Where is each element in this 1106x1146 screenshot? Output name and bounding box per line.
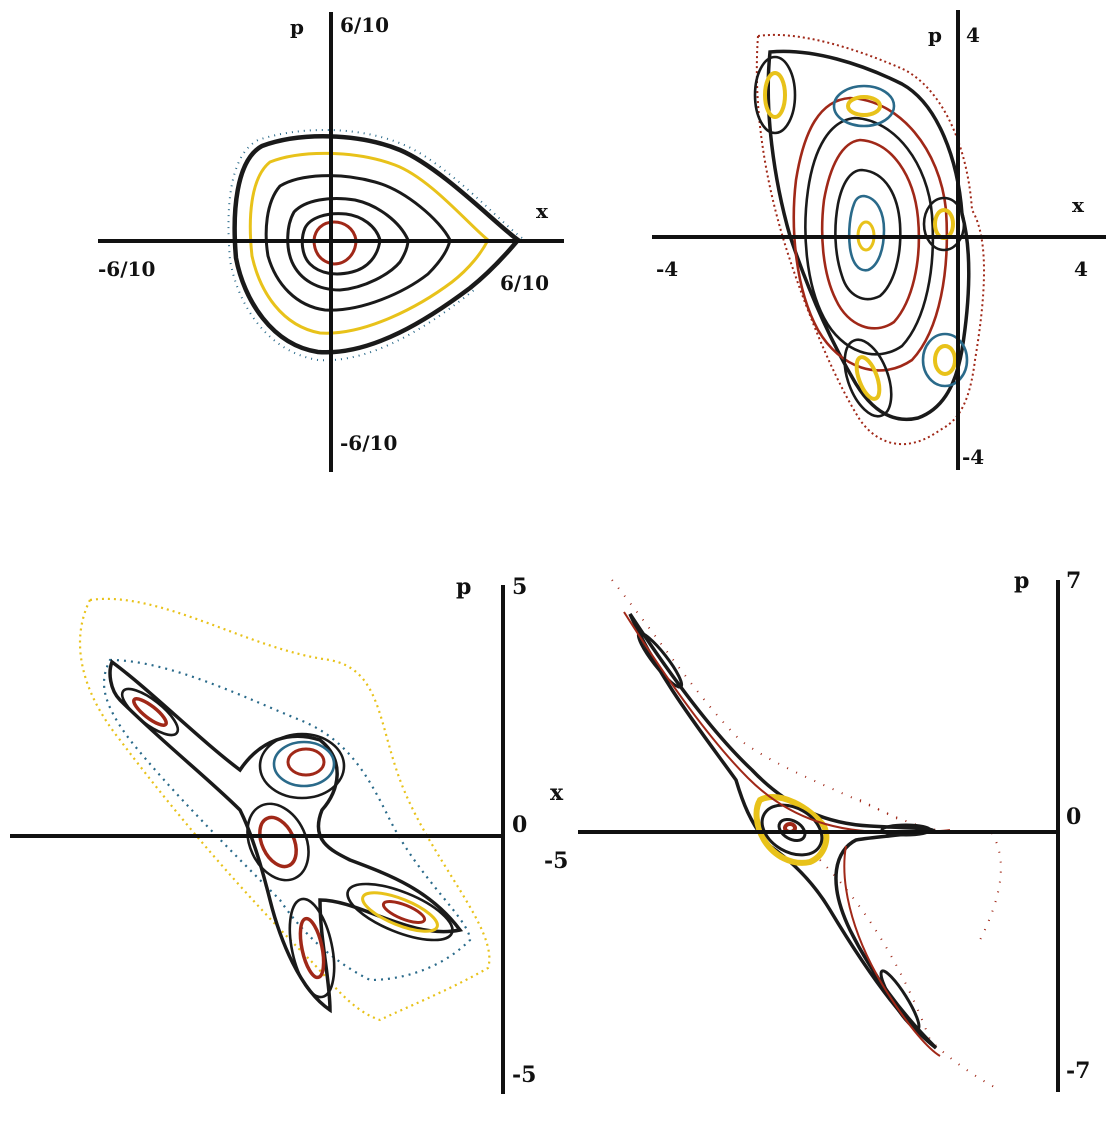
panel-b-island-2-inner bbox=[846, 95, 882, 117]
panel-b: p 4 x -4 4 -4 bbox=[652, 10, 1106, 470]
panel-d-yellow-fill-region bbox=[753, 794, 830, 866]
panel-c-outer-chaos-yellow bbox=[78, 597, 491, 1022]
panel-c-island-left-inner bbox=[132, 697, 168, 727]
panel-a-outer-dots bbox=[227, 128, 523, 362]
panel-a-orbit-3 bbox=[286, 197, 410, 292]
panel-b-p-axis-label: p bbox=[928, 23, 942, 47]
panel-d-chaos-dots bbox=[611, 579, 1002, 1091]
panel-b-island-3-outer bbox=[922, 196, 966, 252]
panel-c-island-top-inner bbox=[286, 747, 326, 777]
panel-d-x-min-label: -5 bbox=[544, 848, 568, 874]
panel-b-island-2-outer bbox=[832, 84, 896, 128]
panel-d-p-min-label: -7 bbox=[1066, 1058, 1090, 1084]
panel-c-island-right-outer bbox=[346, 882, 454, 942]
panel-c-p-min-label: -5 bbox=[512, 1062, 536, 1088]
panel-b-island-5-inner bbox=[854, 355, 882, 401]
panel-c-island-top-outer bbox=[258, 732, 346, 800]
panel-b-orbits bbox=[753, 33, 985, 446]
panel-b-p-min-label: -4 bbox=[962, 445, 984, 469]
panel-a-orbit-5 bbox=[248, 151, 490, 335]
panel-b-main-orbit-4 bbox=[804, 116, 935, 356]
panel-c-island-right-mid bbox=[361, 891, 439, 933]
panel-c-p-zero-label: 0 bbox=[512, 812, 527, 838]
panel-b-main-orbit-3 bbox=[820, 138, 921, 330]
panel-a-orbit-2 bbox=[300, 212, 382, 276]
panel-b-x-min-label: -4 bbox=[656, 257, 678, 281]
panel-c-p-max-label: 5 bbox=[512, 574, 527, 600]
panel-b-x-axis-label: x bbox=[1072, 193, 1085, 217]
panel-b-p-max-label: 4 bbox=[966, 23, 980, 47]
panel-b-main-orbit-2 bbox=[834, 168, 902, 301]
panel-d-lobe-lower bbox=[879, 969, 921, 1031]
panel-d-center-orbit-outer bbox=[760, 803, 824, 857]
panel-a-x-min-label: -6/10 bbox=[98, 257, 155, 281]
panel-a-orbit-4 bbox=[264, 174, 452, 312]
panel-d-center-orbit-inner bbox=[777, 818, 807, 842]
panel-d-p-zero-label: 0 bbox=[1066, 804, 1081, 830]
panel-a: p 6/10 x -6/10 6/10 -6/10 bbox=[98, 12, 564, 472]
panel-a-orbits bbox=[227, 128, 523, 362]
panel-b-x-max-label: 4 bbox=[1074, 257, 1088, 281]
panel-c-island-left-outer bbox=[120, 687, 180, 737]
panel-c-island-top-mid bbox=[272, 740, 336, 788]
panel-b-main-orbit-5 bbox=[792, 96, 949, 372]
panel-d-p-axis-label: p bbox=[1014, 568, 1029, 594]
panel-d-lobe-upper bbox=[636, 631, 684, 689]
panel-c-island-bottom-inner bbox=[298, 916, 326, 980]
panel-b-island-1-inner bbox=[763, 71, 787, 119]
panel-c: p 5 0 -5 bbox=[10, 574, 536, 1094]
panel-d-dots-right bbox=[859, 799, 1002, 941]
panel-c-orbits bbox=[78, 597, 491, 1022]
panel-b-island-3-inner bbox=[933, 208, 955, 240]
panel-b-island-1-outer bbox=[753, 55, 797, 135]
panel-d: p 7 0 -7 x -5 bbox=[544, 568, 1090, 1092]
panel-a-p-axis-label: p bbox=[290, 15, 304, 39]
panel-a-x-axis-label: x bbox=[536, 199, 549, 223]
panel-b-main-orbit-1 bbox=[847, 194, 886, 272]
panel-a-x-max-label: 6/10 bbox=[500, 271, 549, 295]
panel-c-island-right-inner bbox=[381, 900, 427, 924]
panel-c-p-axis-label: p bbox=[456, 574, 471, 600]
panel-c-outer-chaos-blue bbox=[102, 658, 472, 982]
panel-c-island-center-outer bbox=[246, 802, 310, 882]
panel-a-p-min-label: -6/10 bbox=[340, 431, 397, 455]
panel-b-island-4-inner bbox=[933, 344, 957, 376]
panel-b-island-5-outer bbox=[843, 338, 893, 418]
panel-d-p-max-label: 7 bbox=[1066, 568, 1081, 594]
panel-d-x-axis-label: x bbox=[550, 780, 564, 806]
panel-d-dots-upper bbox=[611, 579, 901, 821]
panel-a-separatrix bbox=[232, 134, 522, 355]
panel-a-p-max-label: 6/10 bbox=[340, 13, 389, 37]
panel-b-island-4-outer bbox=[921, 332, 969, 388]
panel-c-island-bottom-outer bbox=[288, 897, 336, 999]
